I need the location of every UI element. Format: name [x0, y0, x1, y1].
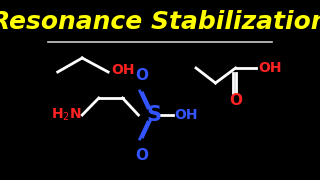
Text: O: O [135, 68, 148, 82]
Text: H$_2$N: H$_2$N [51, 107, 81, 123]
Text: OH: OH [111, 63, 134, 77]
Text: Resonance Stabilization: Resonance Stabilization [0, 10, 320, 34]
Text: O: O [229, 93, 242, 107]
Text: S: S [147, 105, 162, 125]
Text: OH: OH [174, 108, 198, 122]
Text: OH: OH [258, 61, 282, 75]
Text: O: O [135, 147, 148, 163]
